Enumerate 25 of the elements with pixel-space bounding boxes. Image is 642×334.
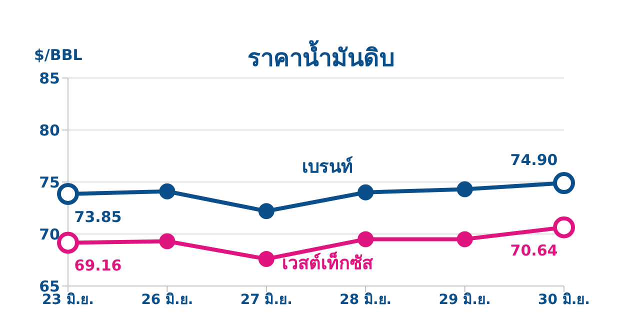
x-tick-label: 27 มิ.ย. xyxy=(240,292,292,308)
point xyxy=(456,181,473,198)
point xyxy=(258,250,274,267)
x-tick-label: 26 มิ.ย. xyxy=(141,292,194,308)
y-axis-title: $/BBL xyxy=(34,46,82,64)
x-tick-label: 30 มิ.ย. xyxy=(538,292,590,308)
y-tick-label: 70 xyxy=(39,225,60,244)
x-tick-label: 23 มิ.ย. xyxy=(42,292,94,308)
point xyxy=(456,231,473,248)
x-tick-label: 28 มิ.ย. xyxy=(340,292,392,308)
point xyxy=(159,183,176,200)
point xyxy=(358,231,374,248)
point xyxy=(358,184,374,200)
y-tick-label: 75 xyxy=(39,173,60,192)
data-label: 69.16 xyxy=(74,256,122,275)
y-tick-label: 80 xyxy=(39,121,60,140)
x-tick-label: 29 มิ.ย. xyxy=(438,292,491,308)
point xyxy=(258,203,274,220)
series-label: เบรนท์ xyxy=(302,155,354,178)
y-tick-label: 85 xyxy=(39,69,60,88)
series-label: เวสต์เท็กซัส xyxy=(282,251,374,274)
data-label: 73.85 xyxy=(74,208,122,226)
point xyxy=(159,233,176,250)
data-label: 74.90 xyxy=(510,151,558,170)
data-label: 70.64 xyxy=(510,241,558,260)
